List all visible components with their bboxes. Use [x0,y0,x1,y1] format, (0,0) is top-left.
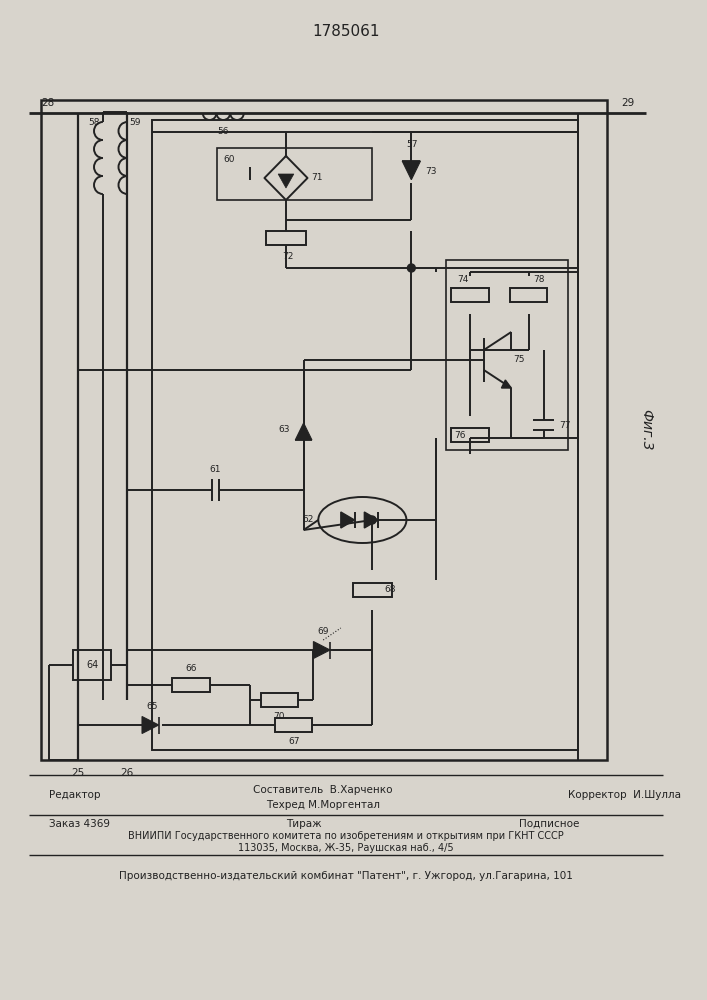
Bar [218,148,372,200]
Text: 74: 74 [457,275,468,284]
Text: 61: 61 [210,465,221,474]
Bar [275,718,312,732]
Bar [267,231,305,245]
Text: 56: 56 [218,127,229,136]
Bar [510,288,547,302]
Text: 78: 78 [533,275,544,284]
Circle shape [407,264,415,272]
Text: Заказ 4369: Заказ 4369 [49,819,110,829]
Text: 1785061: 1785061 [312,24,380,39]
Text: Корректор  И.Шулла: Корректор И.Шулла [568,790,681,800]
Polygon shape [278,174,294,188]
Text: Фиг.3: Фиг.3 [639,409,653,451]
Bar [152,120,578,750]
Polygon shape [501,380,511,388]
Text: 66: 66 [185,664,197,673]
Text: 71: 71 [312,174,323,182]
Text: 65: 65 [146,702,158,711]
Text: ВНИИПИ Государственного комитета по изобретениям и открытиям при ГКНТ СССР: ВНИИПИ Государственного комитета по изоб… [129,831,564,841]
Text: Составитель  В.Харченко: Составитель В.Харченко [253,785,393,795]
Text: 77: 77 [559,420,571,430]
Text: 57: 57 [407,140,418,149]
Text: 68: 68 [384,585,395,594]
Bar [173,678,209,692]
Text: 73: 73 [425,167,436,176]
Text: 69: 69 [317,627,329,636]
Text: Редактор: Редактор [49,790,100,800]
Text: Подписное: Подписное [519,819,580,829]
Text: 60: 60 [223,155,235,164]
Bar [41,100,607,760]
Text: 113035, Москва, Ж-35, Раушская наб., 4/5: 113035, Москва, Ж-35, Раушская наб., 4/5 [238,843,454,853]
Ellipse shape [318,497,407,543]
Circle shape [368,516,376,524]
Text: 29: 29 [621,98,635,108]
Text: 26: 26 [121,768,134,778]
Text: Производственно-издательский комбинат "Патент", г. Ужгород, ул.Гагарина, 101: Производственно-издательский комбинат "П… [119,871,573,881]
Text: 63: 63 [279,426,290,434]
Bar [452,288,489,302]
Text: 28: 28 [41,98,54,108]
Text: Техред М.Моргентал: Техред М.Моргентал [267,800,380,810]
Text: 64: 64 [86,660,98,670]
Polygon shape [364,512,378,528]
Polygon shape [296,423,312,440]
Text: 75: 75 [513,356,525,364]
Bar [445,260,568,450]
Text: 59: 59 [129,118,141,127]
Text: 67: 67 [288,737,300,746]
Text: 62: 62 [302,516,313,524]
Bar [74,650,111,680]
Text: 72: 72 [282,252,293,261]
Bar [452,428,489,442]
Polygon shape [341,512,354,528]
Bar [353,583,392,597]
Bar [260,693,298,707]
Polygon shape [402,161,421,180]
Text: 25: 25 [71,768,85,778]
Text: 58: 58 [88,118,100,127]
Text: 76: 76 [455,430,466,440]
Text: Тираж: Тираж [286,819,322,829]
Polygon shape [142,716,158,734]
Text: 70: 70 [274,712,285,721]
Polygon shape [313,642,330,658]
